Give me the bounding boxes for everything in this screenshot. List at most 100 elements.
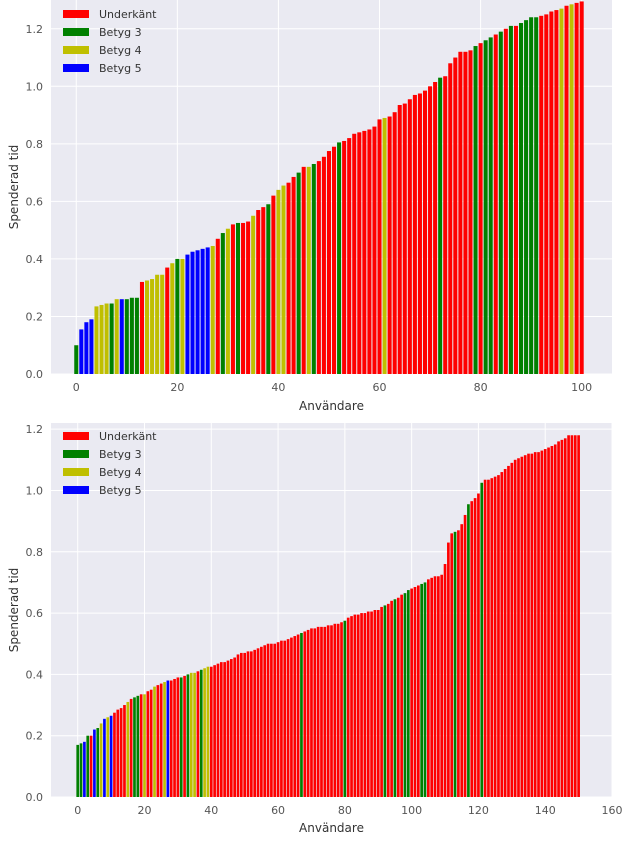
bar [487, 479, 490, 797]
y-tick-label: 0.4 [26, 253, 44, 266]
bar [342, 140, 347, 374]
bar [383, 605, 387, 797]
bar [517, 458, 520, 797]
bar [200, 248, 205, 374]
bar [116, 709, 120, 797]
bar [333, 623, 337, 797]
bar [377, 119, 382, 375]
bar [396, 597, 400, 797]
bar [273, 643, 277, 797]
bar-series [74, 1, 584, 375]
bar [250, 651, 253, 797]
x-tick-label: 0 [73, 381, 80, 394]
bar [397, 105, 402, 374]
bar [390, 600, 393, 797]
x-tick-label: 140 [535, 804, 556, 817]
bar [126, 701, 130, 797]
y-tick-label: 0.8 [26, 138, 44, 151]
y-tick-label: 0.6 [26, 607, 44, 620]
bar [330, 625, 333, 797]
y-axis-ticks: 0.0 0.2 0.4 0.6 0.8 1.0 1.2 [26, 23, 44, 381]
bar [332, 146, 337, 374]
bar [416, 585, 420, 797]
x-axis-label: Användare [299, 399, 364, 413]
bar [153, 686, 156, 797]
bar [402, 103, 407, 375]
bar [79, 329, 84, 374]
bar [251, 215, 256, 374]
bar [326, 151, 331, 374]
bar [363, 613, 367, 797]
bar [103, 718, 106, 797]
chart-panel-bottom: 0 20 40 60 80 100 120 140 160 0.0 0.2 0.4 0.6 0.8 1.0… [7, 423, 623, 835]
bar [519, 23, 524, 375]
bar [109, 715, 113, 797]
legend-swatch-underkant [63, 432, 89, 440]
bar [94, 306, 99, 374]
bar [321, 156, 326, 374]
bar [145, 280, 150, 374]
bar [159, 683, 163, 797]
bar [124, 299, 129, 374]
bar [143, 694, 146, 797]
bar [155, 274, 160, 374]
bar [574, 2, 579, 375]
bar [352, 133, 357, 374]
legend-label-betyg-5: Betyg 5 [99, 62, 142, 75]
bar [510, 462, 514, 797]
bar [203, 668, 206, 797]
bar [387, 116, 392, 374]
bar [243, 652, 247, 797]
x-tick-label: 0 [74, 804, 81, 817]
y-tick-label: 1.2 [26, 423, 44, 436]
bar [139, 694, 143, 797]
bar [210, 245, 215, 374]
bar [311, 163, 316, 374]
bar [219, 662, 223, 797]
bar [266, 643, 270, 797]
bar [544, 14, 549, 375]
bar [372, 126, 377, 374]
bar [347, 138, 352, 374]
bar [343, 620, 347, 797]
bar [453, 57, 458, 375]
bar [291, 176, 296, 374]
bar [406, 590, 410, 797]
bar [134, 297, 139, 374]
bar [195, 250, 200, 374]
bar [500, 472, 504, 797]
bar [508, 25, 513, 375]
y-tick-label: 0.4 [26, 668, 44, 681]
bar [527, 453, 530, 797]
legend-swatch-betyg-5 [63, 486, 89, 494]
legend-swatch-underkant [63, 10, 89, 18]
bar [84, 322, 89, 374]
legend-label-underkant: Underkänt [99, 8, 157, 21]
bar [261, 207, 266, 374]
bar [176, 677, 180, 797]
x-tick-label: 40 [204, 804, 218, 817]
bar [573, 435, 577, 797]
bar [448, 63, 453, 375]
bar [422, 90, 428, 374]
y-axis-label: Spenderad tid [7, 568, 21, 653]
bar [560, 439, 564, 797]
bar [470, 501, 474, 797]
legend-swatch-betyg-4 [63, 468, 89, 476]
bar [170, 263, 175, 374]
bar [523, 455, 527, 797]
bar [480, 482, 484, 797]
bar [430, 577, 434, 797]
bar [179, 677, 183, 797]
x-tick-label: 60 [373, 381, 387, 394]
bar [290, 637, 293, 797]
bar [185, 254, 190, 374]
bar [437, 576, 440, 797]
x-tick-label: 60 [271, 804, 285, 817]
bar [293, 636, 297, 797]
bar [478, 43, 483, 375]
bar [240, 652, 243, 797]
bar [473, 46, 478, 375]
bar [360, 613, 363, 797]
